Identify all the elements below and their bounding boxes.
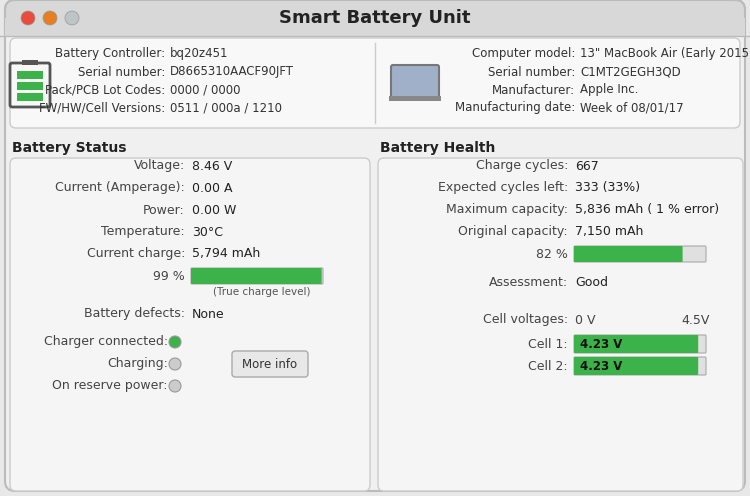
Text: FW/HW/Cell Versions:: FW/HW/Cell Versions: (39, 102, 165, 115)
Text: 4.23 V: 4.23 V (580, 337, 622, 351)
FancyBboxPatch shape (574, 335, 698, 353)
Text: 30°C: 30°C (192, 226, 223, 239)
Text: More info: More info (242, 358, 298, 371)
Text: Cell 2:: Cell 2: (528, 360, 568, 372)
Text: Current (Amperage):: Current (Amperage): (56, 182, 185, 194)
Circle shape (169, 380, 181, 392)
Text: 0511 / 000a / 1210: 0511 / 000a / 1210 (170, 102, 282, 115)
Text: Computer model:: Computer model: (472, 48, 575, 61)
Bar (17, 71, 43, 79)
Text: Original capacity:: Original capacity: (458, 226, 568, 239)
Text: 5,836 mAh ( 1 % error): 5,836 mAh ( 1 % error) (575, 203, 719, 216)
Circle shape (43, 11, 57, 25)
Bar (17, 93, 43, 101)
Text: 4.5V: 4.5V (682, 313, 710, 326)
Text: D8665310AACF90JFT: D8665310AACF90JFT (170, 65, 294, 78)
Text: Battery Status: Battery Status (12, 141, 127, 155)
Text: 7,150 mAh: 7,150 mAh (575, 226, 644, 239)
Text: None: None (192, 308, 225, 320)
Text: Week of 08/01/17: Week of 08/01/17 (580, 102, 684, 115)
FancyBboxPatch shape (574, 246, 706, 262)
Bar (17, 82, 43, 90)
FancyBboxPatch shape (232, 351, 308, 377)
FancyBboxPatch shape (191, 268, 322, 284)
Text: 667: 667 (575, 160, 598, 173)
Text: Manufacturing date:: Manufacturing date: (454, 102, 575, 115)
Text: Apple Inc.: Apple Inc. (580, 83, 638, 97)
FancyBboxPatch shape (378, 158, 743, 491)
Text: 4.23 V: 4.23 V (580, 360, 622, 372)
Circle shape (169, 336, 181, 348)
Text: 8.46 V: 8.46 V (192, 160, 232, 173)
Text: Cell 1:: Cell 1: (528, 337, 568, 351)
Text: 99 %: 99 % (153, 269, 185, 283)
Text: Charge cycles:: Charge cycles: (476, 160, 568, 173)
Text: 0.00 A: 0.00 A (192, 182, 232, 194)
Bar (22, 60, 38, 65)
Text: Charging:: Charging: (107, 358, 168, 371)
FancyBboxPatch shape (191, 268, 323, 284)
Text: 82 %: 82 % (536, 248, 568, 260)
Bar (389, 96, 441, 101)
Text: 0000 / 0000: 0000 / 0000 (170, 83, 241, 97)
Text: Maximum capacity:: Maximum capacity: (446, 203, 568, 216)
Text: Charger connected:: Charger connected: (44, 335, 168, 349)
Text: Assessment:: Assessment: (489, 275, 568, 289)
FancyBboxPatch shape (574, 357, 698, 375)
FancyBboxPatch shape (5, 0, 745, 36)
Text: 13" MacBook Air (Early 2015): 13" MacBook Air (Early 2015) (580, 48, 750, 61)
Text: Current charge:: Current charge: (86, 248, 185, 260)
Text: Battery Health: Battery Health (380, 141, 495, 155)
FancyBboxPatch shape (391, 65, 439, 99)
Bar (5, 18, 745, 36)
Text: On reserve power:: On reserve power: (53, 379, 168, 392)
Circle shape (21, 11, 35, 25)
Text: 0 V: 0 V (575, 313, 596, 326)
Circle shape (65, 11, 79, 25)
FancyBboxPatch shape (10, 38, 740, 128)
Text: Cell voltages:: Cell voltages: (483, 313, 568, 326)
Text: 5,794 mAh: 5,794 mAh (192, 248, 260, 260)
Text: Battery defects:: Battery defects: (84, 308, 185, 320)
Text: 333 (33%): 333 (33%) (575, 182, 640, 194)
Text: Temperature:: Temperature: (101, 226, 185, 239)
FancyBboxPatch shape (574, 357, 706, 375)
FancyBboxPatch shape (5, 0, 745, 491)
FancyBboxPatch shape (574, 335, 706, 353)
Text: Power:: Power: (143, 203, 185, 216)
Text: C1MT2GEGH3QD: C1MT2GEGH3QD (580, 65, 681, 78)
Text: Serial number:: Serial number: (488, 65, 575, 78)
FancyBboxPatch shape (10, 158, 370, 491)
Text: Battery Controller:: Battery Controller: (55, 48, 165, 61)
Text: Pack/PCB Lot Codes:: Pack/PCB Lot Codes: (45, 83, 165, 97)
Text: Expected cycles left:: Expected cycles left: (438, 182, 568, 194)
Text: (True charge level): (True charge level) (213, 287, 310, 297)
FancyBboxPatch shape (574, 246, 682, 262)
Text: Good: Good (575, 275, 608, 289)
Text: bq20z451: bq20z451 (170, 48, 229, 61)
Circle shape (169, 358, 181, 370)
Text: Manufacturer:: Manufacturer: (492, 83, 575, 97)
Text: Smart Battery Unit: Smart Battery Unit (279, 9, 471, 27)
Text: Voltage:: Voltage: (134, 160, 185, 173)
Text: 0.00 W: 0.00 W (192, 203, 236, 216)
Text: Serial number:: Serial number: (78, 65, 165, 78)
